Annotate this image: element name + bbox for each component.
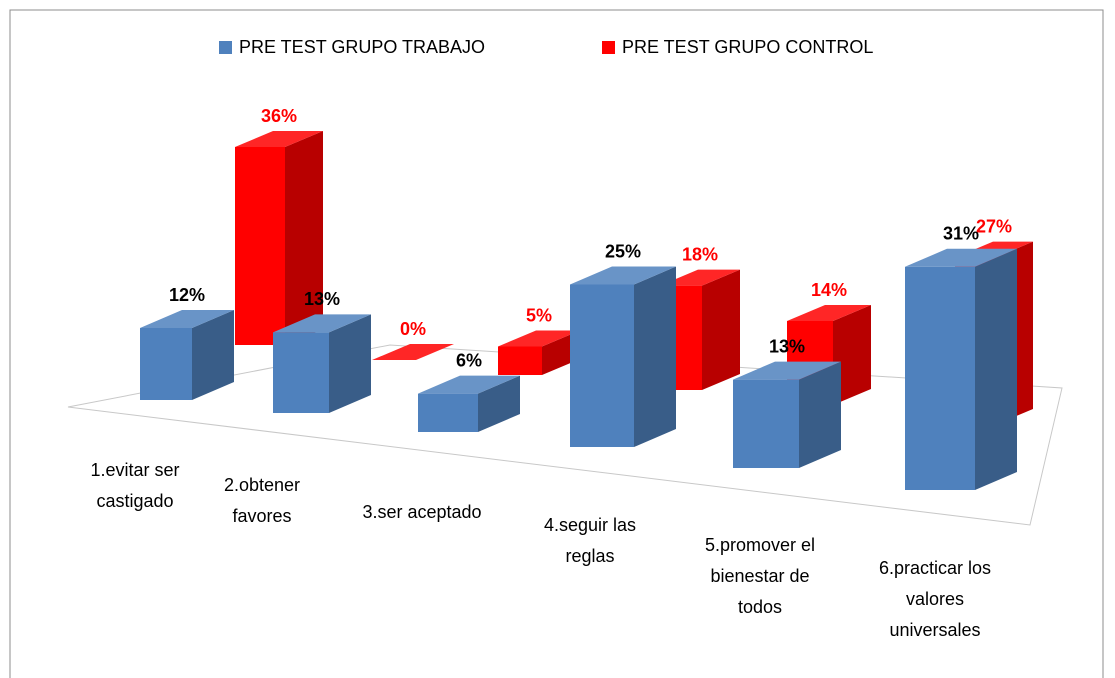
value-label: 13% [769,336,805,356]
value-label: 0% [400,319,426,339]
legend-label: PRE TEST GRUPO CONTROL [622,37,873,57]
bar-side [329,314,371,413]
bar-side [192,310,234,400]
x-tick-label: 2.obtener favores [223,475,301,526]
x-tick-label: 3.ser aceptado [362,502,482,522]
bar-front [498,346,542,375]
value-label: 31% [943,224,979,244]
bar-front [905,266,975,490]
chart-frame [9,9,1104,678]
x-tick-label: 4.seguir las reglas [543,515,637,566]
bar-side [634,266,676,447]
value-label: 13% [304,289,340,309]
bar-front [733,379,799,468]
bar [418,375,520,432]
legend-swatch [602,41,615,54]
bar-front [140,328,192,400]
bar-top [273,314,371,333]
bar-top [905,248,1017,267]
value-label: 27% [976,216,1012,236]
bar-top [787,305,871,321]
bar-front [273,332,329,413]
value-label: 25% [605,241,641,261]
value-label: 14% [811,280,847,300]
bar-side [799,361,841,468]
bar-side [478,375,520,432]
bar [140,310,234,400]
legend-label: PRE TEST GRUPO TRABAJO [239,37,485,57]
bar-top [570,266,676,285]
bar-side [833,305,871,405]
bar-top [660,269,740,286]
x-tick-label: 1.evitar ser castigado [90,460,180,511]
value-label: 5% [526,305,552,325]
bar-top [498,330,580,347]
bar-front [418,393,478,432]
bar-front [235,147,285,345]
bar-top [372,344,454,360]
legend-swatch [219,41,232,54]
bar [733,361,841,468]
bar [570,266,676,447]
bar-side [702,269,740,390]
bar-top [418,375,520,394]
bar-top [140,310,234,328]
value-label: 36% [261,106,297,126]
value-label: 18% [682,244,718,264]
bar [905,248,1017,490]
bar [235,131,323,345]
value-label: 6% [456,350,482,370]
bar [273,314,371,413]
bar-side [285,131,323,345]
bar-front [570,284,634,447]
value-label: 12% [169,285,205,305]
bar-top [235,131,323,147]
bar-side [975,248,1017,490]
x-tick-label: 6.practicar los valores universales [878,558,992,640]
bar [498,330,580,375]
x-tick-label: 5.promover el bienestar de todos [704,535,816,617]
bar-top [733,361,841,380]
bar [372,344,454,360]
